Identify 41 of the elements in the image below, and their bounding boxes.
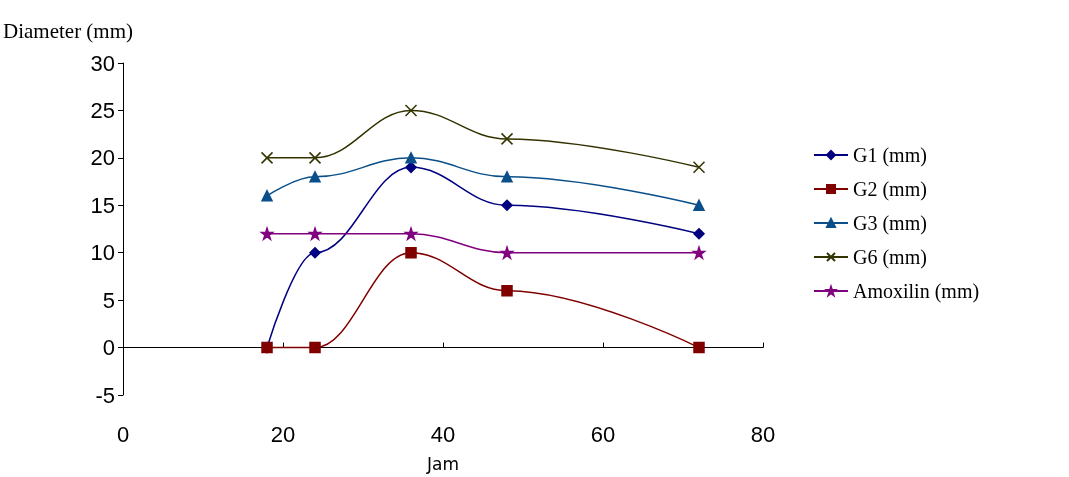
point	[261, 190, 273, 202]
x-tick-label: 80	[750, 421, 776, 447]
point	[260, 227, 274, 240]
point	[693, 341, 705, 354]
y-tick-label: 10	[90, 240, 116, 266]
point	[309, 246, 321, 259]
point	[501, 171, 513, 183]
legend-label: G6 (mm)	[853, 246, 927, 269]
x-tick-label: 20	[270, 421, 296, 447]
legend-label: G2 (mm)	[853, 178, 927, 201]
y-tick-label: 5	[102, 287, 116, 313]
legend-label: G1 (mm)	[853, 144, 927, 167]
y-tick-label: 0	[102, 335, 116, 361]
legend-label: G3 (mm)	[853, 212, 927, 235]
point	[693, 227, 705, 240]
point	[309, 341, 321, 354]
point	[405, 246, 417, 259]
y-tick-label: 20	[90, 145, 116, 171]
y-tick-label: 30	[90, 50, 116, 76]
x-tick-label: 40	[430, 421, 456, 447]
point	[693, 199, 705, 212]
y-tick-label: -5	[95, 382, 116, 408]
point	[404, 227, 418, 240]
point	[500, 246, 514, 259]
point	[405, 152, 417, 164]
point	[692, 161, 706, 174]
legend-label: Amoxilin (mm)	[853, 280, 980, 303]
point	[501, 284, 513, 297]
point	[308, 227, 322, 240]
x-axis-title: Jam	[426, 453, 460, 474]
point	[308, 151, 322, 165]
point	[260, 151, 274, 165]
y-axis-title: Diameter (mm)	[3, 18, 134, 43]
y-tick-label: 25	[90, 97, 116, 123]
point	[500, 132, 514, 146]
point	[404, 104, 418, 117]
x-tick-label: 60	[590, 421, 616, 447]
y-tick-label: 15	[90, 192, 116, 218]
point	[309, 171, 321, 183]
point	[692, 246, 706, 259]
point	[501, 199, 513, 212]
